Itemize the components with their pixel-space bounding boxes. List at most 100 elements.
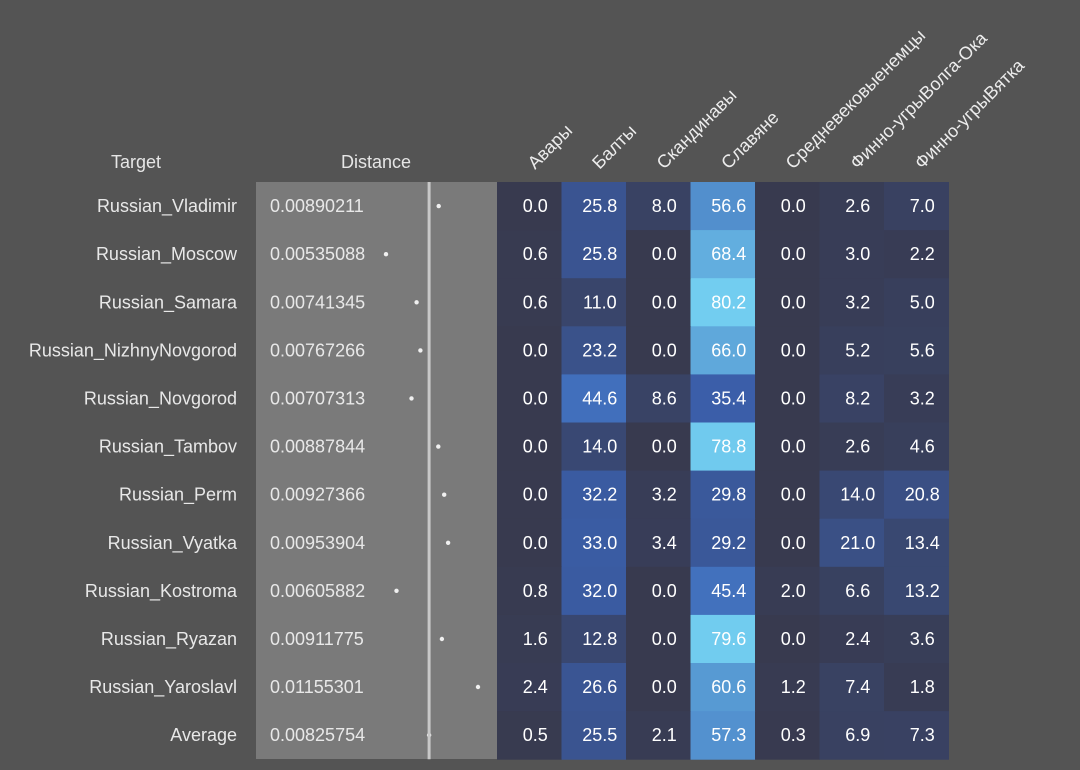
cell-value: 2.6 — [845, 196, 870, 216]
cell-value: 2.2 — [910, 244, 935, 264]
cell-value: 1.2 — [781, 677, 806, 697]
heatmap-cell — [561, 518, 627, 568]
cell-value: 0.0 — [781, 196, 806, 216]
cell-value: 2.6 — [845, 437, 870, 457]
heatmap-cell — [884, 230, 949, 279]
distance-dot — [414, 300, 419, 305]
heatmap-cell — [497, 470, 562, 520]
distance-label: 0.00605882 — [270, 581, 365, 601]
cell-value: 0.0 — [781, 340, 806, 360]
cell-value: 0.0 — [781, 244, 806, 264]
cell-value: 0.0 — [523, 388, 548, 408]
heatmap-cell — [626, 518, 691, 568]
heatmap-cell — [884, 663, 949, 712]
cell-value: 0.0 — [523, 533, 548, 553]
cell-value: 25.8 — [582, 196, 617, 216]
cell-value: 25.5 — [582, 725, 617, 745]
heatmap-cell — [884, 374, 949, 423]
cell-value: 3.2 — [652, 485, 677, 505]
heatmap-cell — [755, 711, 820, 760]
cell-value: 33.0 — [582, 533, 617, 553]
heatmap-cell — [690, 422, 756, 472]
cell-value: 11.0 — [583, 292, 617, 312]
heatmap-cell — [497, 518, 562, 568]
cell-value: 0.6 — [523, 244, 548, 264]
cell-value: 3.2 — [910, 388, 935, 408]
cell-value: 12.8 — [582, 629, 617, 649]
cell-value: 21.0 — [840, 533, 875, 553]
heatmap-cell — [497, 422, 562, 472]
heatmap-cell — [755, 518, 820, 568]
cell-value: 0.0 — [523, 437, 548, 457]
cell-value: 0.0 — [523, 340, 548, 360]
cell-value: 7.3 — [910, 725, 935, 745]
heatmap-cell — [690, 278, 756, 327]
heatmap-cell — [819, 518, 885, 568]
heatmap-cell — [690, 230, 756, 279]
target-header: Target — [111, 152, 161, 172]
heatmap-cell — [497, 374, 562, 423]
heatmap-cell — [561, 422, 627, 472]
cell-value: 0.0 — [523, 196, 548, 216]
cell-value: 8.6 — [652, 388, 677, 408]
heatmap-cell — [884, 614, 949, 664]
heatmap-cell — [755, 422, 820, 472]
heatmap-cell — [497, 566, 562, 616]
heatmap-cell — [884, 711, 949, 760]
cell-value: 20.8 — [905, 485, 940, 505]
heatmap-cell — [497, 663, 562, 712]
heatmap-cell — [819, 711, 885, 760]
heatmap-cell — [626, 326, 691, 375]
target-label: Russian_Ryazan — [101, 629, 237, 650]
target-label: Russian_Kostroma — [85, 581, 238, 602]
distance-dot — [418, 348, 423, 353]
cell-value: 60.6 — [711, 677, 746, 697]
cell-value: 3.2 — [845, 292, 870, 312]
column-label: Славяне — [717, 107, 782, 172]
cell-value: 2.0 — [781, 581, 806, 601]
cell-value: 0.0 — [781, 533, 806, 553]
distance-label: 0.00535088 — [270, 244, 365, 264]
heatmap-cell — [755, 326, 820, 375]
distance-label: 0.00911775 — [270, 629, 364, 649]
distance-panel — [256, 182, 497, 759]
cell-value: 79.6 — [711, 629, 746, 649]
heatmap-cell — [626, 182, 691, 231]
heatmap-cell — [755, 374, 820, 423]
target-label: Russian_Perm — [119, 485, 237, 506]
cell-value: 2.4 — [845, 629, 870, 649]
heatmap-cell — [690, 374, 756, 423]
cell-value: 0.0 — [652, 244, 677, 264]
heatmap-cell — [819, 470, 885, 520]
cell-value: 44.6 — [582, 388, 617, 408]
heatmap-cell — [497, 230, 562, 279]
heatmap-cell — [755, 278, 820, 327]
heatmap-cell — [626, 711, 691, 760]
cell-value: 0.0 — [652, 629, 677, 649]
cell-value: 35.4 — [711, 388, 746, 408]
distance-dot — [383, 252, 389, 257]
cell-value: 5.2 — [845, 340, 870, 360]
heatmap-cell — [884, 518, 949, 568]
target-label: Russian_Moscow — [96, 244, 238, 265]
heatmap-cell — [626, 663, 691, 712]
cell-value: 6.6 — [845, 581, 870, 601]
heatmap-cell — [561, 614, 627, 664]
heatmap-cell — [626, 470, 691, 520]
cell-value: 8.2 — [845, 388, 870, 408]
cell-value: 80.2 — [711, 292, 746, 312]
distance-dot — [475, 684, 481, 690]
cell-value: 0.0 — [781, 629, 806, 649]
cell-value: 0.0 — [652, 437, 677, 457]
target-label: Russian_Vyatka — [108, 533, 238, 554]
distance-label: 0.00825754 — [270, 725, 365, 745]
cell-value: 7.4 — [845, 677, 870, 697]
cell-value: 0.0 — [652, 340, 677, 360]
distance-dot — [436, 444, 441, 449]
heatmap-cell — [626, 566, 691, 616]
heatmap-cell — [561, 711, 627, 760]
cell-value: 2.4 — [523, 677, 548, 697]
heatmap-cell — [755, 566, 820, 616]
distance-dot — [436, 203, 441, 209]
heatmap-cell — [561, 470, 627, 520]
